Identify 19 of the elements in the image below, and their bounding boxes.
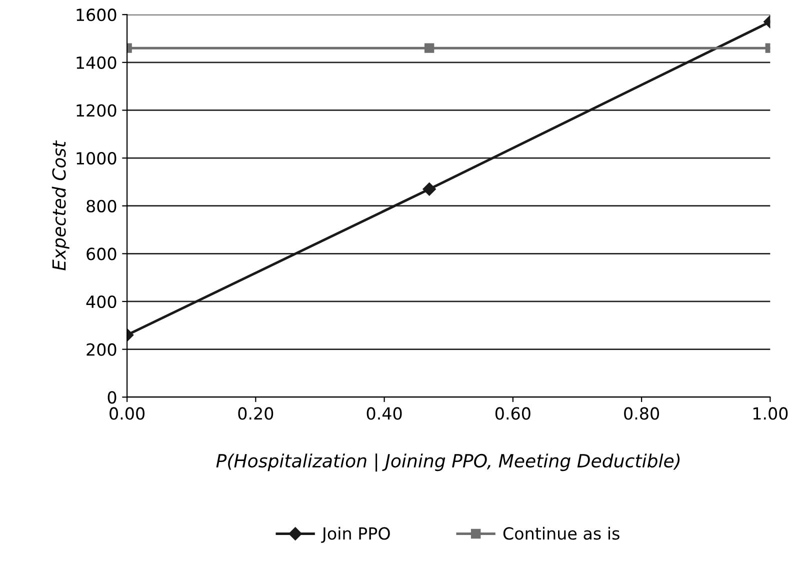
x-tick-label: 0.60 <box>495 407 530 420</box>
y-axis-title: Expected Cost <box>52 140 70 270</box>
y-tick-label: 0 <box>108 391 116 404</box>
x-tick-label: 0.00 <box>110 407 144 420</box>
y-tick-label: 200 <box>86 343 116 356</box>
x-tick-label: 0.20 <box>238 407 274 420</box>
x-tick-label: 0.80 <box>624 407 659 420</box>
y-tick-label: 600 <box>86 248 116 260</box>
legend-label: Join PPO <box>321 526 390 543</box>
x-tick-label: 1.00 <box>753 407 788 420</box>
x-axis-title: P(Hospitalization | Joining PPO, Meeting Deductible) <box>216 454 680 472</box>
y-tick-label: 400 <box>86 295 116 308</box>
y-tick-label: 1600 <box>76 8 116 22</box>
y-tick-label: 1400 <box>76 56 116 69</box>
y-tick-label: 800 <box>86 200 116 212</box>
legend-label: Continue as is <box>503 526 620 540</box>
x-tick-label: 0.40 <box>366 407 402 420</box>
y-tick-label: 1200 <box>76 104 116 117</box>
y-tick-label: 1000 <box>76 152 116 165</box>
